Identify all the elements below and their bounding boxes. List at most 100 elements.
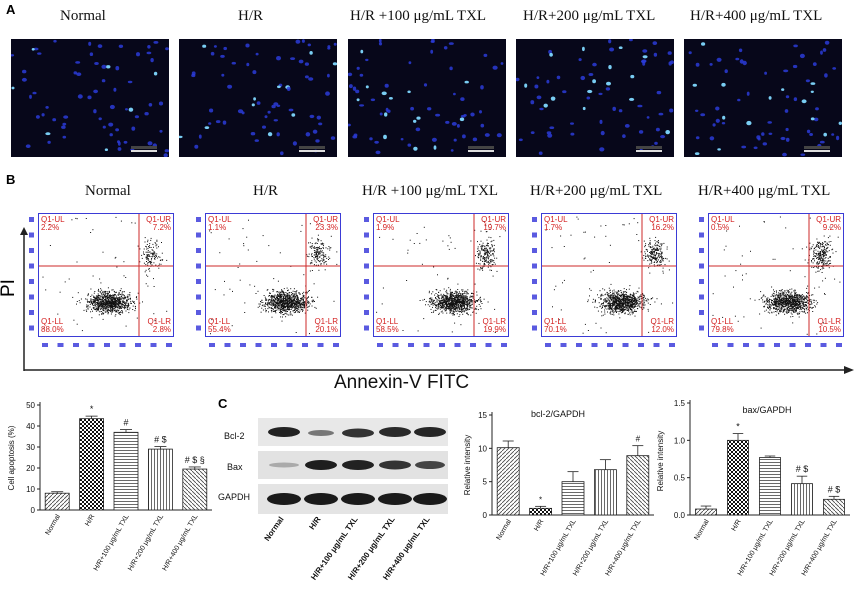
- y-tick-label: 0.5: [674, 474, 686, 483]
- panel-b-title-hr400: H/R+400 μg/mL TXL: [698, 183, 831, 199]
- x-tick-label: H/R+200 μg/mL TXL: [572, 518, 610, 577]
- quadrant-label-lr: Q1-LR 12.0%: [650, 317, 674, 334]
- flow-plot: Q1-UL 1.1% Q1-UR 23.3% Q1-LL 55.4% Q1-LR 20.1%: [205, 213, 341, 337]
- apoptosis-bar-chart: 0 10 20 30 40 50 Cell apoptosis (%) Normal * H/R #…: [7, 401, 212, 572]
- quadrant-label-ur: Q1-UR 23.3%: [313, 215, 338, 232]
- x-tick-label: Normal: [693, 518, 711, 541]
- x-tick-label: H/R+100 μg/mL TXL: [93, 513, 131, 572]
- flow-x-ticks: [541, 336, 677, 347]
- scale-bar: [804, 150, 830, 152]
- annexin-axis-arrow-icon: [844, 366, 854, 374]
- quadrant-label-ll: Q1-LL 55.4%: [208, 317, 231, 334]
- panel-c-letter: C: [218, 396, 228, 411]
- y-tick-label: 1.0: [674, 436, 686, 445]
- x-tick-label: H/R+400 μg/mL TXL: [605, 518, 643, 577]
- bar: [182, 468, 208, 511]
- bar: [561, 481, 585, 516]
- x-tick-label: Normal: [496, 518, 514, 541]
- micrograph-hr400: [684, 39, 842, 157]
- y-tick-label: 20: [26, 464, 35, 473]
- bcl2-bar-chart: 0 5 10 15 Relative intensity bcl-2/GAPDH Norma…: [463, 409, 654, 577]
- y-tick-label: 0.0: [674, 511, 686, 520]
- quadrant-label-lr: Q1-LR 19.9%: [482, 317, 506, 334]
- quadrant-label-ur: Q1-UR 16.2%: [649, 215, 674, 232]
- x-tick-label: H/R: [533, 519, 545, 533]
- blot-label-gapdh: GAPDH: [218, 492, 251, 502]
- flow-plot: Q1-UL 0.5% Q1-UR 9.2% Q1-LL 79.8% Q1-LR 10.5%: [708, 213, 844, 337]
- y-tick-label: 1.5: [674, 399, 686, 408]
- quadrant-label-ll: Q1-LL 88.0%: [41, 317, 64, 334]
- annexin-axis-label: Annexin-V FITC: [334, 372, 470, 393]
- x-tick-label: H/R: [84, 514, 96, 528]
- panel-b-title-hr: H/R: [253, 183, 279, 199]
- blot-lane-label: Normal: [262, 515, 285, 543]
- bar: [44, 492, 70, 511]
- quadrant-label-ll: Q1-LL 58.5%: [376, 317, 399, 334]
- y-tick-label: 0: [31, 506, 36, 515]
- y-axis-label: Cell apoptosis (%): [7, 425, 16, 490]
- quadrant-label-ur: Q1-UR 19.7%: [481, 215, 506, 232]
- x-tick-label: H/R+200 μg/mL TXL: [769, 518, 807, 577]
- panel-b-title-normal: Normal: [85, 183, 131, 199]
- panel-a-letter: A: [6, 2, 16, 17]
- annexin-axis: [24, 366, 854, 374]
- y-tick-label: 30: [26, 443, 35, 452]
- quadrant-label-ul: Q1-UL 1.1%: [208, 215, 232, 232]
- bar: [79, 418, 104, 511]
- bar: [791, 483, 813, 516]
- x-tick-label: H/R+400 μg/mL TXL: [162, 513, 200, 572]
- x-tick-label: H/R: [731, 519, 743, 533]
- micrograph-hr200: [516, 39, 674, 157]
- significance-mark: # $: [828, 484, 841, 494]
- chart-title: bax/GAPDH: [742, 405, 791, 415]
- scale-bar: [468, 150, 494, 152]
- flow-plot: Q1-UL 1.9% Q1-UR 19.7% Q1-LL 58.5% Q1-LR 19.9%: [373, 213, 509, 337]
- bar: [496, 447, 520, 516]
- bar: [727, 439, 749, 516]
- quadrant-label-ll: Q1-LL 70.1%: [544, 317, 567, 334]
- quadrant-label-ul: Q1-UL 0.5%: [711, 215, 735, 232]
- chart-title: bcl-2/GAPDH: [531, 409, 585, 419]
- flow-plot: Q1-UL 1.7% Q1-UR 16.2% Q1-LL 70.1% Q1-LR 12.0%: [541, 213, 677, 337]
- y-axis-label: Relative intensity: [656, 431, 665, 491]
- quadrant-label-ul: Q1-UL 1.9%: [376, 215, 400, 232]
- x-tick-label: H/R+100 μg/mL TXL: [737, 518, 775, 577]
- flow-y-ticks: [28, 213, 36, 335]
- panel-a-title-normal: Normal: [60, 8, 106, 24]
- flow-x-ticks: [205, 336, 341, 347]
- micrograph-normal: [11, 39, 169, 157]
- pi-axis-label: PI: [0, 279, 19, 297]
- panel-b-letter: B: [6, 172, 16, 187]
- quadrant-label-ur: Q1-UR 7.2%: [146, 215, 171, 232]
- blot-lane-label: H/R: [307, 515, 322, 531]
- panel-b-title-hr100: H/R +100 μg/mL TXL: [362, 183, 499, 199]
- bar: [759, 457, 781, 516]
- bar: [695, 508, 717, 516]
- scale-bar: [636, 150, 662, 152]
- significance-mark: # $: [796, 464, 809, 474]
- y-tick-label: 0: [483, 511, 488, 520]
- bar: [113, 431, 139, 511]
- significance-mark: # $ §: [185, 455, 205, 465]
- quadrant-label-lr: Q1-LR 2.8%: [147, 317, 171, 334]
- y-tick-label: 50: [26, 401, 35, 410]
- pi-axis: [20, 227, 28, 371]
- quadrant-label-lr: Q1-LR 10.5%: [817, 317, 841, 334]
- quadrant-label-ll: Q1-LL 79.8%: [711, 317, 734, 334]
- panel-a-title-hr400: H/R+400 μg/mL TXL: [690, 8, 823, 24]
- bar: [626, 455, 650, 516]
- significance-mark: # $: [154, 435, 167, 445]
- panel-a-title-hr200: H/R+200 μg/mL TXL: [523, 8, 656, 24]
- y-tick-label: 5: [483, 478, 488, 487]
- panel-a-title-hr: H/R: [238, 8, 264, 24]
- significance-mark: *: [736, 422, 740, 432]
- quadrant-label-ur: Q1-UR 9.2%: [816, 215, 841, 232]
- x-tick-label: H/R+200 μg/mL TXL: [127, 513, 165, 572]
- quadrant-label-lr: Q1-LR 20.1%: [314, 317, 338, 334]
- panel-b-title-hr200: H/R+200 μg/mL TXL: [530, 183, 663, 199]
- y-tick-label: 10: [26, 485, 35, 494]
- y-tick-label: 15: [478, 411, 487, 420]
- significance-mark: *: [539, 495, 542, 504]
- significance-mark: #: [636, 435, 641, 444]
